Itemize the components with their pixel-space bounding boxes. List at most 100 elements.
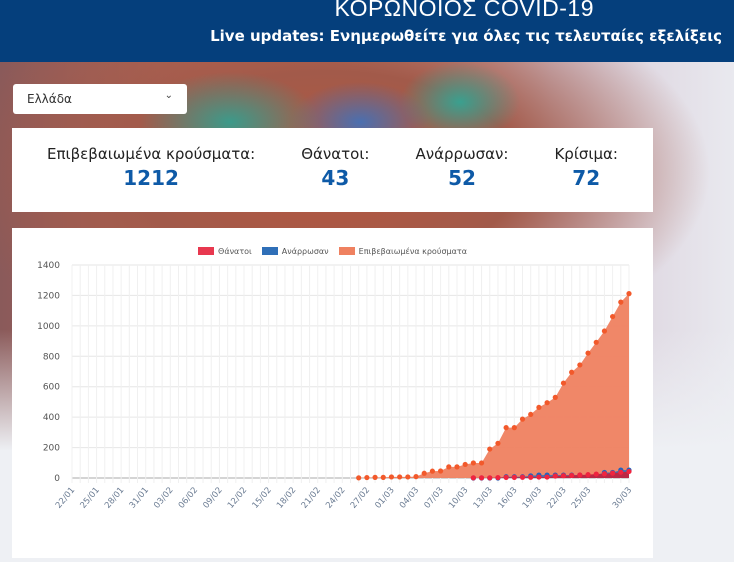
stat-value: 1212 [123,166,179,190]
confirmed-area [358,293,629,478]
deaths-point [593,471,599,477]
confirmed-point [356,475,362,481]
y-tick-label: 600 [43,383,60,393]
page-title: ΚΟΡΩΝΟΙΟΣ COVID-19 [334,0,594,21]
confirmed-point [454,464,460,470]
x-tick-label: 07/03 [422,486,445,511]
stat-recovered: Ανάρρωσαν: 52 [416,128,509,212]
x-tick-label: 16/03 [496,486,519,511]
confirmed-point [397,474,403,480]
confirmed-point [544,400,550,406]
confirmed-point [470,460,476,466]
confirmed-point [569,369,575,375]
x-tick-label: 04/03 [398,486,421,511]
confirmed-point [446,464,452,470]
confirmed-point [413,474,419,480]
y-tick-label: 1200 [37,291,60,301]
deaths-point [495,474,501,481]
confirmed-point [388,474,395,480]
chevron-down-icon: ⌄ [164,90,173,101]
chart-legend: Θάνατοι Ανάρρωσαν Επιβεβαιωμένα κρούσματ… [12,247,653,256]
legend-recovered[interactable]: Ανάρρωσαν [261,247,329,256]
confirmed-point [487,446,493,452]
header: ΚΟΡΩΝΟΙΟΣ COVID-19 Live updates: Ενημερω… [0,0,734,62]
deaths-point [569,472,575,479]
deaths-point [626,468,632,475]
confirmed-point [511,425,517,431]
x-tick-label: 24/02 [324,486,347,511]
y-tick-label: 0 [54,474,60,484]
x-tick-label: 27/02 [349,486,372,511]
x-tick-label: 31/01 [128,486,151,511]
deaths-point [552,473,558,479]
country-select-value: Ελλάδα [27,92,72,106]
x-tick-label: 22/03 [545,486,568,511]
deaths-point [618,469,624,475]
confirmed-point [552,394,558,400]
deaths-point [610,470,616,476]
stat-deaths: Θάνατοι: 43 [301,128,369,212]
confirmed-point [618,299,624,305]
confirmed-point [364,474,370,481]
confirmed-point [438,468,444,474]
cases-chart: 0 200 400 600 800 1000 1200 1400 22/01 25/01 28/01… [37,261,634,511]
confirmed-point [610,313,616,320]
deaths-point [519,474,526,480]
confirmed-point [601,328,608,334]
confirmed-point [593,339,599,345]
confirmed-point [560,380,567,386]
x-tick-label: 10/03 [447,486,470,511]
deaths-point [544,474,550,480]
confirmed-point [429,468,436,474]
x-tick-label: 15/02 [250,486,273,511]
chart-card: Θάνατοι Ανάρρωσαν Επιβεβαιωμένα κρούσματ… [12,228,653,558]
deaths-area [473,471,629,478]
confirmed-point [372,474,378,480]
confirmed-point [503,425,509,431]
country-select[interactable]: Ελλάδα ⌄ [13,84,187,114]
stat-value: 43 [321,166,350,190]
x-tick-label: 19/03 [521,486,544,511]
stat-label: Ανάρρωσαν: [415,145,509,163]
deaths-point [560,473,567,479]
x-tick-label: 22/01 [54,486,77,511]
deaths-point [601,471,608,477]
x-tick-label: 06/02 [177,486,200,511]
deaths-point [536,474,542,480]
stat-label: Κρίσιμα: [554,145,618,163]
confirmed-point [478,460,485,466]
deaths-point [487,475,493,481]
confirmed-point [405,474,411,480]
confirmed-point [528,411,534,418]
x-tick-label: 03/02 [152,486,175,511]
x-tick-label: 18/02 [275,486,298,511]
deaths-point [478,475,485,481]
y-tick-label: 1400 [37,261,60,271]
deaths-point [470,475,476,481]
stat-value: 72 [572,166,601,190]
x-tick-label: 12/02 [226,486,249,511]
x-tick-label: 21/02 [300,486,323,511]
confirmed-point [462,461,468,468]
x-tick-label: 25/01 [78,486,101,511]
y-tick-label: 1000 [37,322,60,332]
y-tick-label: 200 [43,444,60,454]
deaths-point [503,474,509,480]
page-subtitle: Live updates: Ενημερωθείτε για όλες τις … [210,27,722,45]
x-tick-label: 30/03 [611,486,634,511]
deaths-point [511,474,517,480]
stat-critical: Κρίσιμα: 72 [554,128,618,212]
deaths-point [585,472,591,478]
confirmed-point [421,470,427,476]
stat-label: Θάνατοι: [301,145,370,163]
legend-confirmed[interactable]: Επιβεβαιωμένα κρούσματα [338,247,467,256]
x-tick-label: 25/03 [570,486,593,511]
confirmed-point [626,291,632,297]
y-tick-label: 400 [43,413,60,423]
x-tick-label: 13/03 [472,486,495,511]
confirmed-point [577,362,583,368]
stat-label: Επιβεβαιωμένα κρούσματα: [47,145,256,163]
y-tick-label: 800 [43,352,60,362]
legend-deaths[interactable]: Θάνατοι [198,247,252,256]
deaths-point [577,472,583,478]
